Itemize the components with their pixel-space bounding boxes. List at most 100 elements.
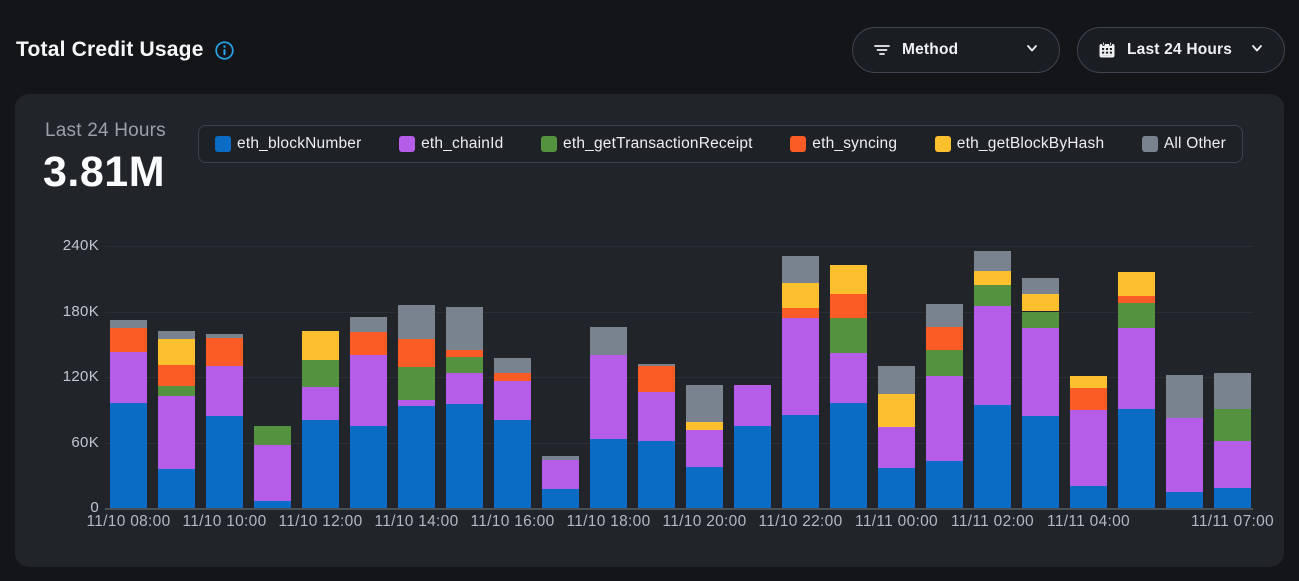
bar-segment[interactable]: [638, 366, 675, 393]
bar-segment[interactable]: [254, 501, 291, 508]
bar-segment[interactable]: [110, 327, 147, 352]
bar-segment[interactable]: [1070, 387, 1107, 410]
bar-segment[interactable]: [926, 326, 963, 350]
bar-segment[interactable]: [782, 283, 819, 309]
bar-segment[interactable]: [878, 366, 915, 395]
bar-segment[interactable]: [1022, 416, 1059, 508]
bar-segment[interactable]: [1118, 302, 1155, 328]
bar-segment[interactable]: [494, 419, 531, 508]
bar-segment[interactable]: [302, 359, 339, 387]
bar-segment[interactable]: [782, 415, 819, 508]
bar-segment[interactable]: [638, 363, 675, 367]
bar-segment[interactable]: [974, 271, 1011, 286]
bar-segment[interactable]: [350, 316, 387, 333]
info-icon[interactable]: [214, 40, 235, 61]
bar-segment[interactable]: [398, 399, 435, 407]
bar-segment[interactable]: [398, 367, 435, 400]
bar-segment[interactable]: [302, 386, 339, 420]
bar-segment[interactable]: [446, 307, 483, 350]
bar-segment[interactable]: [446, 357, 483, 373]
bar-segment[interactable]: [686, 384, 723, 422]
bar-segment[interactable]: [1022, 311, 1059, 328]
bar-segment[interactable]: [782, 318, 819, 416]
bar-segment[interactable]: [974, 251, 1011, 272]
time-range-dropdown[interactable]: Last 24 Hours: [1077, 27, 1285, 73]
bar-segment[interactable]: [686, 466, 723, 508]
bar-segment[interactable]: [494, 372, 531, 382]
bar-segment[interactable]: [1214, 488, 1251, 508]
bar-segment[interactable]: [110, 351, 147, 404]
bar-segment[interactable]: [590, 326, 627, 356]
bar-segment[interactable]: [926, 303, 963, 327]
bar-segment[interactable]: [158, 338, 195, 365]
bar-segment[interactable]: [446, 404, 483, 508]
bar-segment[interactable]: [686, 430, 723, 467]
bar-segment[interactable]: [254, 444, 291, 502]
bar-segment[interactable]: [926, 375, 963, 462]
bar-segment[interactable]: [542, 489, 579, 508]
bar-segment[interactable]: [398, 338, 435, 368]
bar-segment[interactable]: [1166, 374, 1203, 419]
bar-segment[interactable]: [830, 294, 867, 319]
bar-segment[interactable]: [110, 403, 147, 508]
bar-segment[interactable]: [1118, 272, 1155, 297]
bar-segment[interactable]: [878, 394, 915, 428]
bar-segment[interactable]: [830, 403, 867, 508]
bar-segment[interactable]: [878, 467, 915, 508]
bar-segment[interactable]: [590, 355, 627, 440]
bar-segment[interactable]: [734, 384, 771, 427]
bar-segment[interactable]: [398, 304, 435, 339]
bar-segment[interactable]: [446, 349, 483, 358]
bar-segment[interactable]: [110, 320, 147, 328]
bar-segment[interactable]: [206, 416, 243, 508]
bar-segment[interactable]: [302, 419, 339, 508]
bar-segment[interactable]: [350, 355, 387, 427]
bar-segment[interactable]: [974, 306, 1011, 406]
bar-segment[interactable]: [158, 468, 195, 508]
bar-segment[interactable]: [782, 255, 819, 284]
bar-segment[interactable]: [494, 381, 531, 420]
bar-segment[interactable]: [830, 264, 867, 295]
bar-segment[interactable]: [1214, 372, 1251, 409]
bar-segment[interactable]: [158, 364, 195, 386]
bar-segment[interactable]: [1022, 327, 1059, 417]
bar-segment[interactable]: [782, 308, 819, 319]
bar-segment[interactable]: [542, 455, 579, 460]
bar-segment[interactable]: [638, 441, 675, 508]
bar-segment[interactable]: [974, 405, 1011, 508]
bar-segment[interactable]: [830, 352, 867, 404]
bar-segment[interactable]: [158, 331, 195, 339]
bar-segment[interactable]: [638, 392, 675, 442]
bar-segment[interactable]: [350, 426, 387, 508]
bar-segment[interactable]: [734, 426, 771, 508]
bar-segment[interactable]: [158, 395, 195, 469]
bar-segment[interactable]: [158, 385, 195, 396]
bar-segment[interactable]: [446, 372, 483, 405]
bar-segment[interactable]: [926, 461, 963, 508]
bar-segment[interactable]: [398, 406, 435, 508]
bar-segment[interactable]: [542, 459, 579, 490]
method-filter-dropdown[interactable]: Method: [852, 27, 1060, 73]
bar-segment[interactable]: [830, 318, 867, 353]
bar-segment[interactable]: [494, 358, 531, 373]
bar-segment[interactable]: [590, 439, 627, 508]
bar-segment[interactable]: [302, 331, 339, 360]
bar-segment[interactable]: [1022, 294, 1059, 312]
bar-segment[interactable]: [686, 421, 723, 431]
bar-segment[interactable]: [926, 349, 963, 376]
bar-segment[interactable]: [1070, 486, 1107, 508]
bar-segment[interactable]: [1166, 418, 1203, 492]
bar-segment[interactable]: [1214, 408, 1251, 442]
bar-segment[interactable]: [1214, 441, 1251, 489]
bar-segment[interactable]: [254, 426, 291, 445]
bar-segment[interactable]: [878, 427, 915, 468]
bar-segment[interactable]: [1070, 409, 1107, 487]
bar-segment[interactable]: [206, 366, 243, 417]
bar-segment[interactable]: [350, 332, 387, 356]
bar-segment[interactable]: [1118, 327, 1155, 409]
bar-segment[interactable]: [206, 334, 243, 338]
bar-segment[interactable]: [1070, 375, 1107, 388]
bar-segment[interactable]: [974, 285, 1011, 307]
bar-segment[interactable]: [1166, 491, 1203, 508]
bar-segment[interactable]: [1022, 277, 1059, 295]
